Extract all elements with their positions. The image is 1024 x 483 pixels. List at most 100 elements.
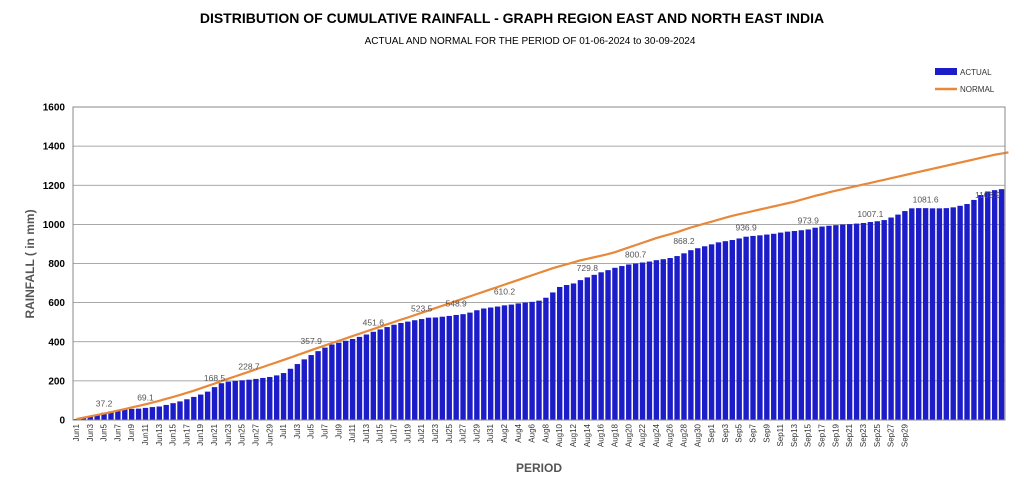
actual-bar [833,225,839,420]
actual-bar [198,394,204,420]
actual-bar [508,304,515,420]
actual-bar [280,373,287,420]
data-label: 168.5 [204,373,226,383]
x-tick-label: Jun11 [141,423,150,445]
chart-title: DISTRIBUTION OF CUMULATIVE RAINFALL - GR… [199,10,825,26]
x-tick-label: Sep3 [721,423,730,442]
actual-bar [170,403,176,420]
actual-bar [467,312,473,420]
actual-bar [950,207,956,420]
x-tick-label: Jul1 [279,423,288,438]
x-tick-label: Aug2 [500,423,509,442]
x-tick-label: Sep5 [735,423,744,442]
x-tick-label: Aug28 [679,423,688,447]
actual-bar [736,238,742,420]
y-tick-label: 400 [48,337,65,348]
actual-bar [239,380,245,420]
x-tick-label: Aug26 [666,423,675,447]
actual-bar [101,412,107,420]
actual-bar [260,377,266,420]
actual-bar [391,324,397,420]
actual-bar [501,305,508,420]
x-tick-label: Jul15 [376,423,385,443]
actual-bar [377,329,383,420]
data-label: 973.9 [798,215,820,225]
x-tick-label: Sep9 [762,423,771,442]
actual-bar [557,286,563,420]
actual-bar [888,217,894,420]
actual-bar [211,387,218,420]
x-tick-label: Jul17 [390,423,399,443]
actual-bar [626,264,632,420]
x-axis-ticks: Jun1 Jun3 Jun5 Jun7 Jun9 Jun11 Jun13 Jun15 Jun17… [72,423,909,447]
x-tick-label: Jul5 [307,423,316,438]
legend-actual-label: ACTUAL [960,68,992,77]
x-tick-label: Jun17 [182,423,191,445]
actual-bar [225,381,232,420]
data-label: 1103.9 [975,190,1001,200]
x-tick-label: Jul23 [431,423,440,443]
actual-bar [605,270,611,420]
actual-bar [715,242,722,420]
normal-series-line [76,151,1009,421]
actual-bar [805,229,811,420]
actual-bar [122,409,128,420]
actual-bar [191,396,197,420]
x-tick-label: Sep29 [900,423,909,447]
x-tick-label: Sep17 [818,423,827,447]
data-label: 523.5 [411,304,433,314]
actual-bar [591,274,597,420]
x-tick-label: Jul3 [293,423,302,438]
actual-bar [653,260,660,420]
actual-bar [494,306,501,420]
actual-bar [971,199,977,420]
legend-actual-swatch [935,68,957,75]
actual-bar [570,283,577,420]
actual-bar [846,224,853,420]
x-tick-label: Aug20 [624,423,633,447]
y-tick-label: 200 [48,376,65,387]
x-tick-label: Jun7 [113,423,122,441]
data-labels: 37.2 69.1 168.5 228.7 357.9 451.6 523.5 548.9 61… [96,190,1001,409]
x-tick-label: Jul19 [403,423,412,443]
actual-bar [812,227,818,420]
actual-bar [177,401,183,420]
x-tick-label: Aug4 [514,423,523,442]
actual-bar [439,316,446,420]
actual-bar [777,232,784,420]
actual-bar [356,336,363,420]
actual-bar [826,225,832,420]
actual-bar [301,359,307,420]
x-tick-label: Aug8 [541,423,550,442]
x-tick-label: Sep1 [707,423,716,442]
x-tick-label: Jun21 [210,423,219,445]
data-label: 729.8 [577,263,599,273]
data-label: 69.1 [137,392,154,402]
x-tick-label: Aug22 [638,423,647,447]
actual-bar [322,347,328,420]
data-label: 228.7 [238,361,260,371]
actual-bar [232,380,238,420]
x-tick-label: Jul29 [472,423,481,443]
actual-bar [363,334,370,420]
actual-bar [273,375,280,420]
y-axis-label: RAINFALL ( in mm) [23,209,37,318]
x-tick-label: Aug14 [583,423,592,447]
y-tick-label: 800 [48,259,65,270]
actual-bar [729,240,735,420]
actual-bar [115,410,121,420]
data-label: 1007.1 [857,209,883,219]
x-tick-label: Jul11 [348,423,357,442]
x-tick-label: Jul7 [320,423,329,438]
actual-bar [985,191,991,420]
actual-bars [73,189,1005,420]
data-label: 451.6 [363,318,385,328]
actual-bar [757,235,763,420]
data-label: 1081.6 [913,194,939,204]
x-tick-label: Aug16 [597,423,606,447]
actual-bar [384,327,390,420]
actual-bar [308,355,314,420]
actual-bar [425,317,432,420]
actual-bar [343,340,349,420]
